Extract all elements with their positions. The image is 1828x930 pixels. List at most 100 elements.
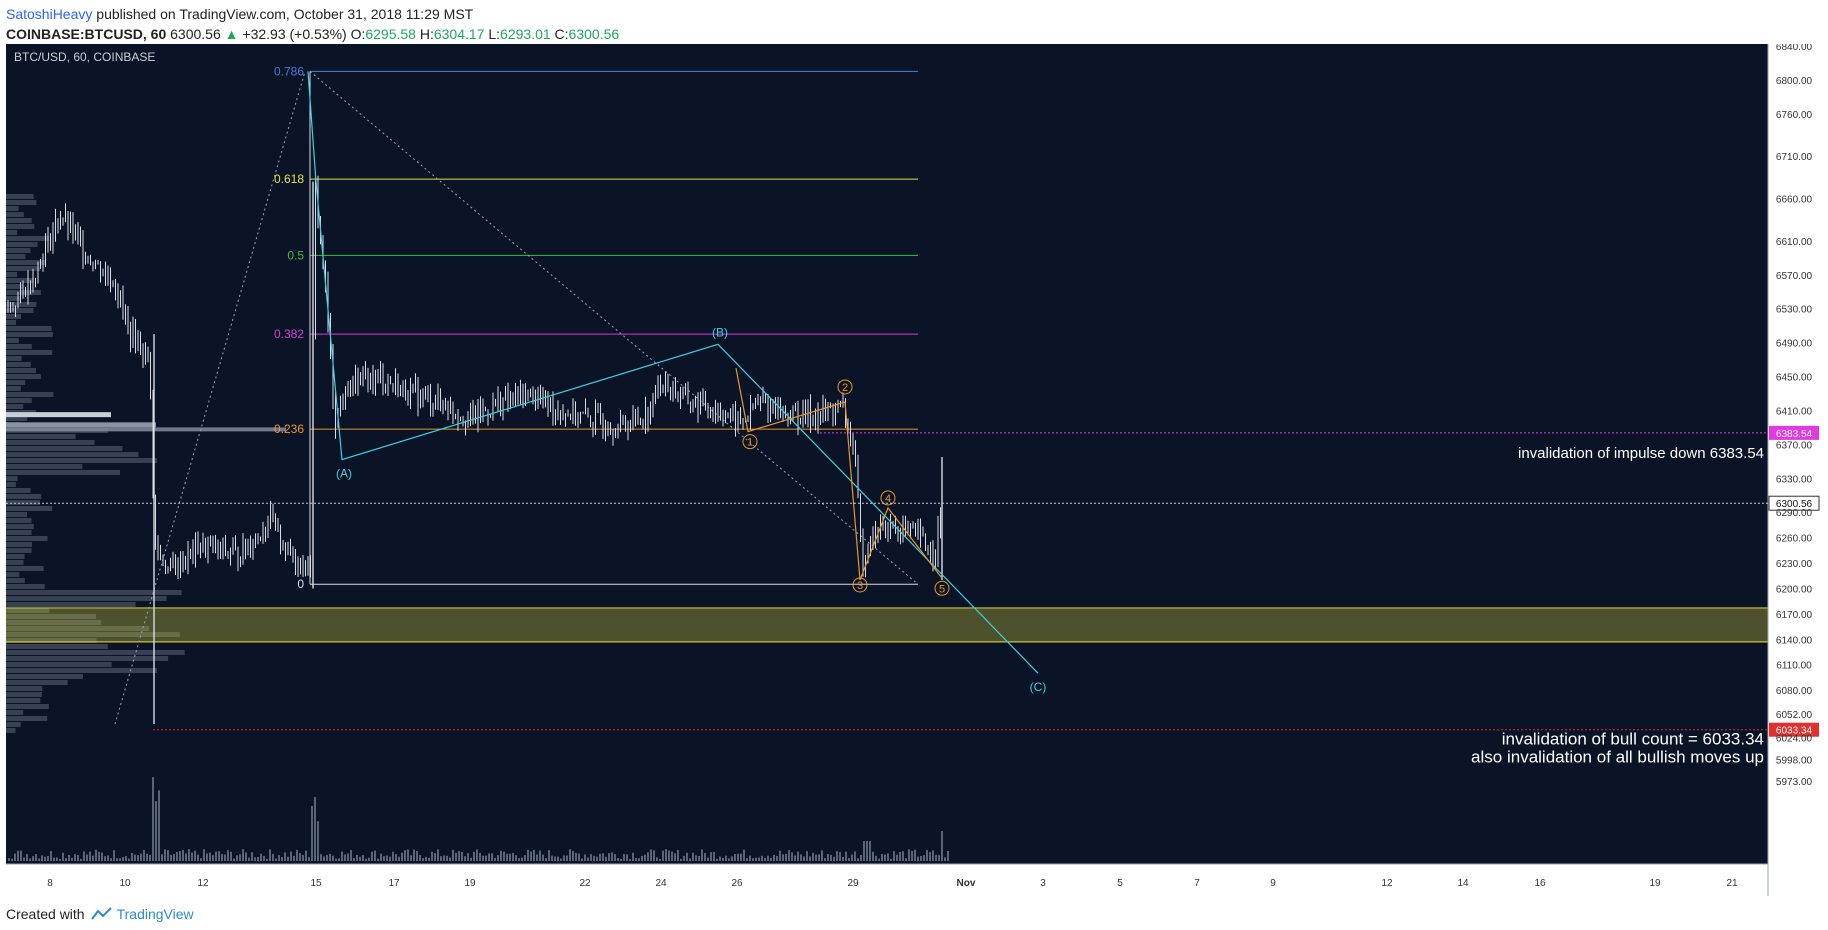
- volume-bar: [503, 851, 505, 861]
- time-axis[interactable]: 8 10 12 15 17 19 22 24 26 29 Nov 3 5 7 9 12 14 16 19 21: [47, 878, 1738, 889]
- time-tick-label: 22: [579, 878, 591, 889]
- volume-bar: [632, 852, 634, 861]
- time-tick-label: 17: [388, 878, 400, 889]
- volume-bar: [143, 849, 145, 861]
- volume-bar: [479, 852, 481, 861]
- volume-bar: [692, 852, 694, 861]
- elliott-impulse-circle: [934, 580, 950, 596]
- volume-bar: [137, 855, 139, 861]
- volume-bar: [278, 855, 280, 861]
- elliott-impulse-label: 5: [939, 583, 945, 595]
- time-tick-label: 12: [1381, 878, 1393, 889]
- volume-bar: [368, 857, 370, 861]
- volume-bar: [725, 855, 727, 861]
- invalidation-price-tag-label: 6383.54: [1776, 429, 1813, 440]
- volume-bar: [284, 852, 286, 861]
- volume-profile-bar: [6, 512, 27, 517]
- volume-bar: [323, 856, 325, 861]
- volume-profile: [6, 194, 286, 733]
- price-tick-label: 6370.00: [1776, 440, 1813, 451]
- horizontal-lines[interactable]: 6300.56 6383.54 invalidation of impulse do…: [6, 425, 1820, 767]
- volume-bar: [743, 849, 745, 861]
- volume-bar: [683, 855, 685, 861]
- volume-bar: [341, 851, 343, 861]
- volume-bar: [359, 856, 361, 861]
- volume-bar: [722, 857, 724, 861]
- volume-bar: [932, 850, 934, 861]
- volume-bar: [419, 854, 421, 861]
- time-axis-background[interactable]: [6, 864, 1768, 896]
- volume-bar: [62, 852, 64, 861]
- volume-bar: [929, 852, 931, 861]
- volume-bar: [134, 854, 136, 861]
- volume-bars: [8, 777, 949, 861]
- volume-profile-bar: [6, 578, 25, 583]
- volume-bar: [422, 858, 424, 861]
- volume-bar: [110, 858, 112, 861]
- volume-bar: [344, 854, 346, 861]
- tradingview-logo-icon: [90, 907, 112, 920]
- volume-profile-bar: [6, 302, 37, 307]
- symbol-label: COINBASE:BTCUSD, 60: [6, 26, 167, 42]
- volume-profile-bar: [6, 427, 286, 432]
- volume-profile-poc: [6, 412, 111, 418]
- time-tick-label: Nov: [957, 878, 976, 889]
- volume-bar: [353, 858, 355, 861]
- volume-bar: [140, 853, 142, 861]
- volume-profile-bar: [6, 314, 21, 319]
- elliott-impulse-circle: [880, 490, 896, 506]
- volume-profile-bar: [6, 422, 156, 428]
- volume-profile-bar: [6, 692, 42, 697]
- elliott-waves[interactable]: (A) (B) (C) 1 2 3 4 5: [307, 71, 1046, 694]
- volume-bar: [563, 855, 565, 861]
- volume-bar: [635, 858, 637, 861]
- volume-bar: [638, 858, 640, 861]
- invalidation-price-tag-label: 6033.34: [1776, 726, 1813, 737]
- volume-bar: [602, 853, 604, 861]
- volume-bar: [824, 857, 826, 861]
- volume-profile-bar: [6, 710, 24, 715]
- support-zone-fill: [6, 607, 1768, 642]
- volume-bar: [41, 855, 43, 861]
- open-value: 6295.58: [365, 26, 416, 42]
- price-axis-background[interactable]: [1768, 44, 1828, 896]
- volume-bar: [752, 858, 754, 861]
- fib-retracement[interactable]: 0.786 0.618 0.5 0.382 0.236 0: [114, 64, 919, 725]
- price-change: +32.93 (+0.53%): [242, 26, 347, 42]
- volume-bar: [521, 857, 523, 861]
- price-axis[interactable]: 6840.00 6800.00 6760.00 6710.00 6660.00 6610.…: [1776, 44, 1813, 788]
- tradingview-link[interactable]: TradingView: [90, 900, 194, 928]
- elliott-impulse-label: 1: [747, 437, 753, 449]
- volume-bar: [794, 855, 796, 861]
- volume-bar: [386, 855, 388, 861]
- volume-bar: [167, 850, 169, 861]
- price-tick-label: 6530.00: [1776, 305, 1813, 316]
- close-value: 6300.56: [568, 26, 620, 42]
- volume-bar: [329, 853, 331, 861]
- volume-profile-bar: [6, 650, 185, 655]
- volume-bar: [173, 854, 175, 861]
- volume-bar: [95, 849, 97, 861]
- volume-profile-bar: [6, 284, 24, 289]
- volume-profile-bar: [6, 662, 112, 667]
- volume-bar: [266, 858, 268, 861]
- volume-bar: [287, 856, 289, 861]
- volume-bar: [869, 841, 871, 861]
- time-tick-label: 5: [1117, 878, 1123, 889]
- volume-profile-bar: [6, 560, 24, 565]
- author-link[interactable]: SatoshiHeavy: [6, 6, 93, 22]
- volume-profile-bar: [6, 200, 37, 205]
- volume-profile-bar: [6, 536, 48, 541]
- price-tick-label: 6570.00: [1776, 271, 1813, 282]
- elliott-impulse-circle: [837, 379, 853, 395]
- volume-bar: [938, 855, 940, 861]
- volume-bar: [443, 855, 445, 861]
- volume-bar: [122, 857, 124, 861]
- volume-bar: [719, 856, 721, 861]
- volume-profile-bar: [6, 716, 48, 721]
- volume-bar: [404, 850, 406, 861]
- volume-bar: [761, 855, 763, 861]
- volume-bar: [524, 855, 526, 861]
- price-tick-label: 6410.00: [1776, 406, 1813, 417]
